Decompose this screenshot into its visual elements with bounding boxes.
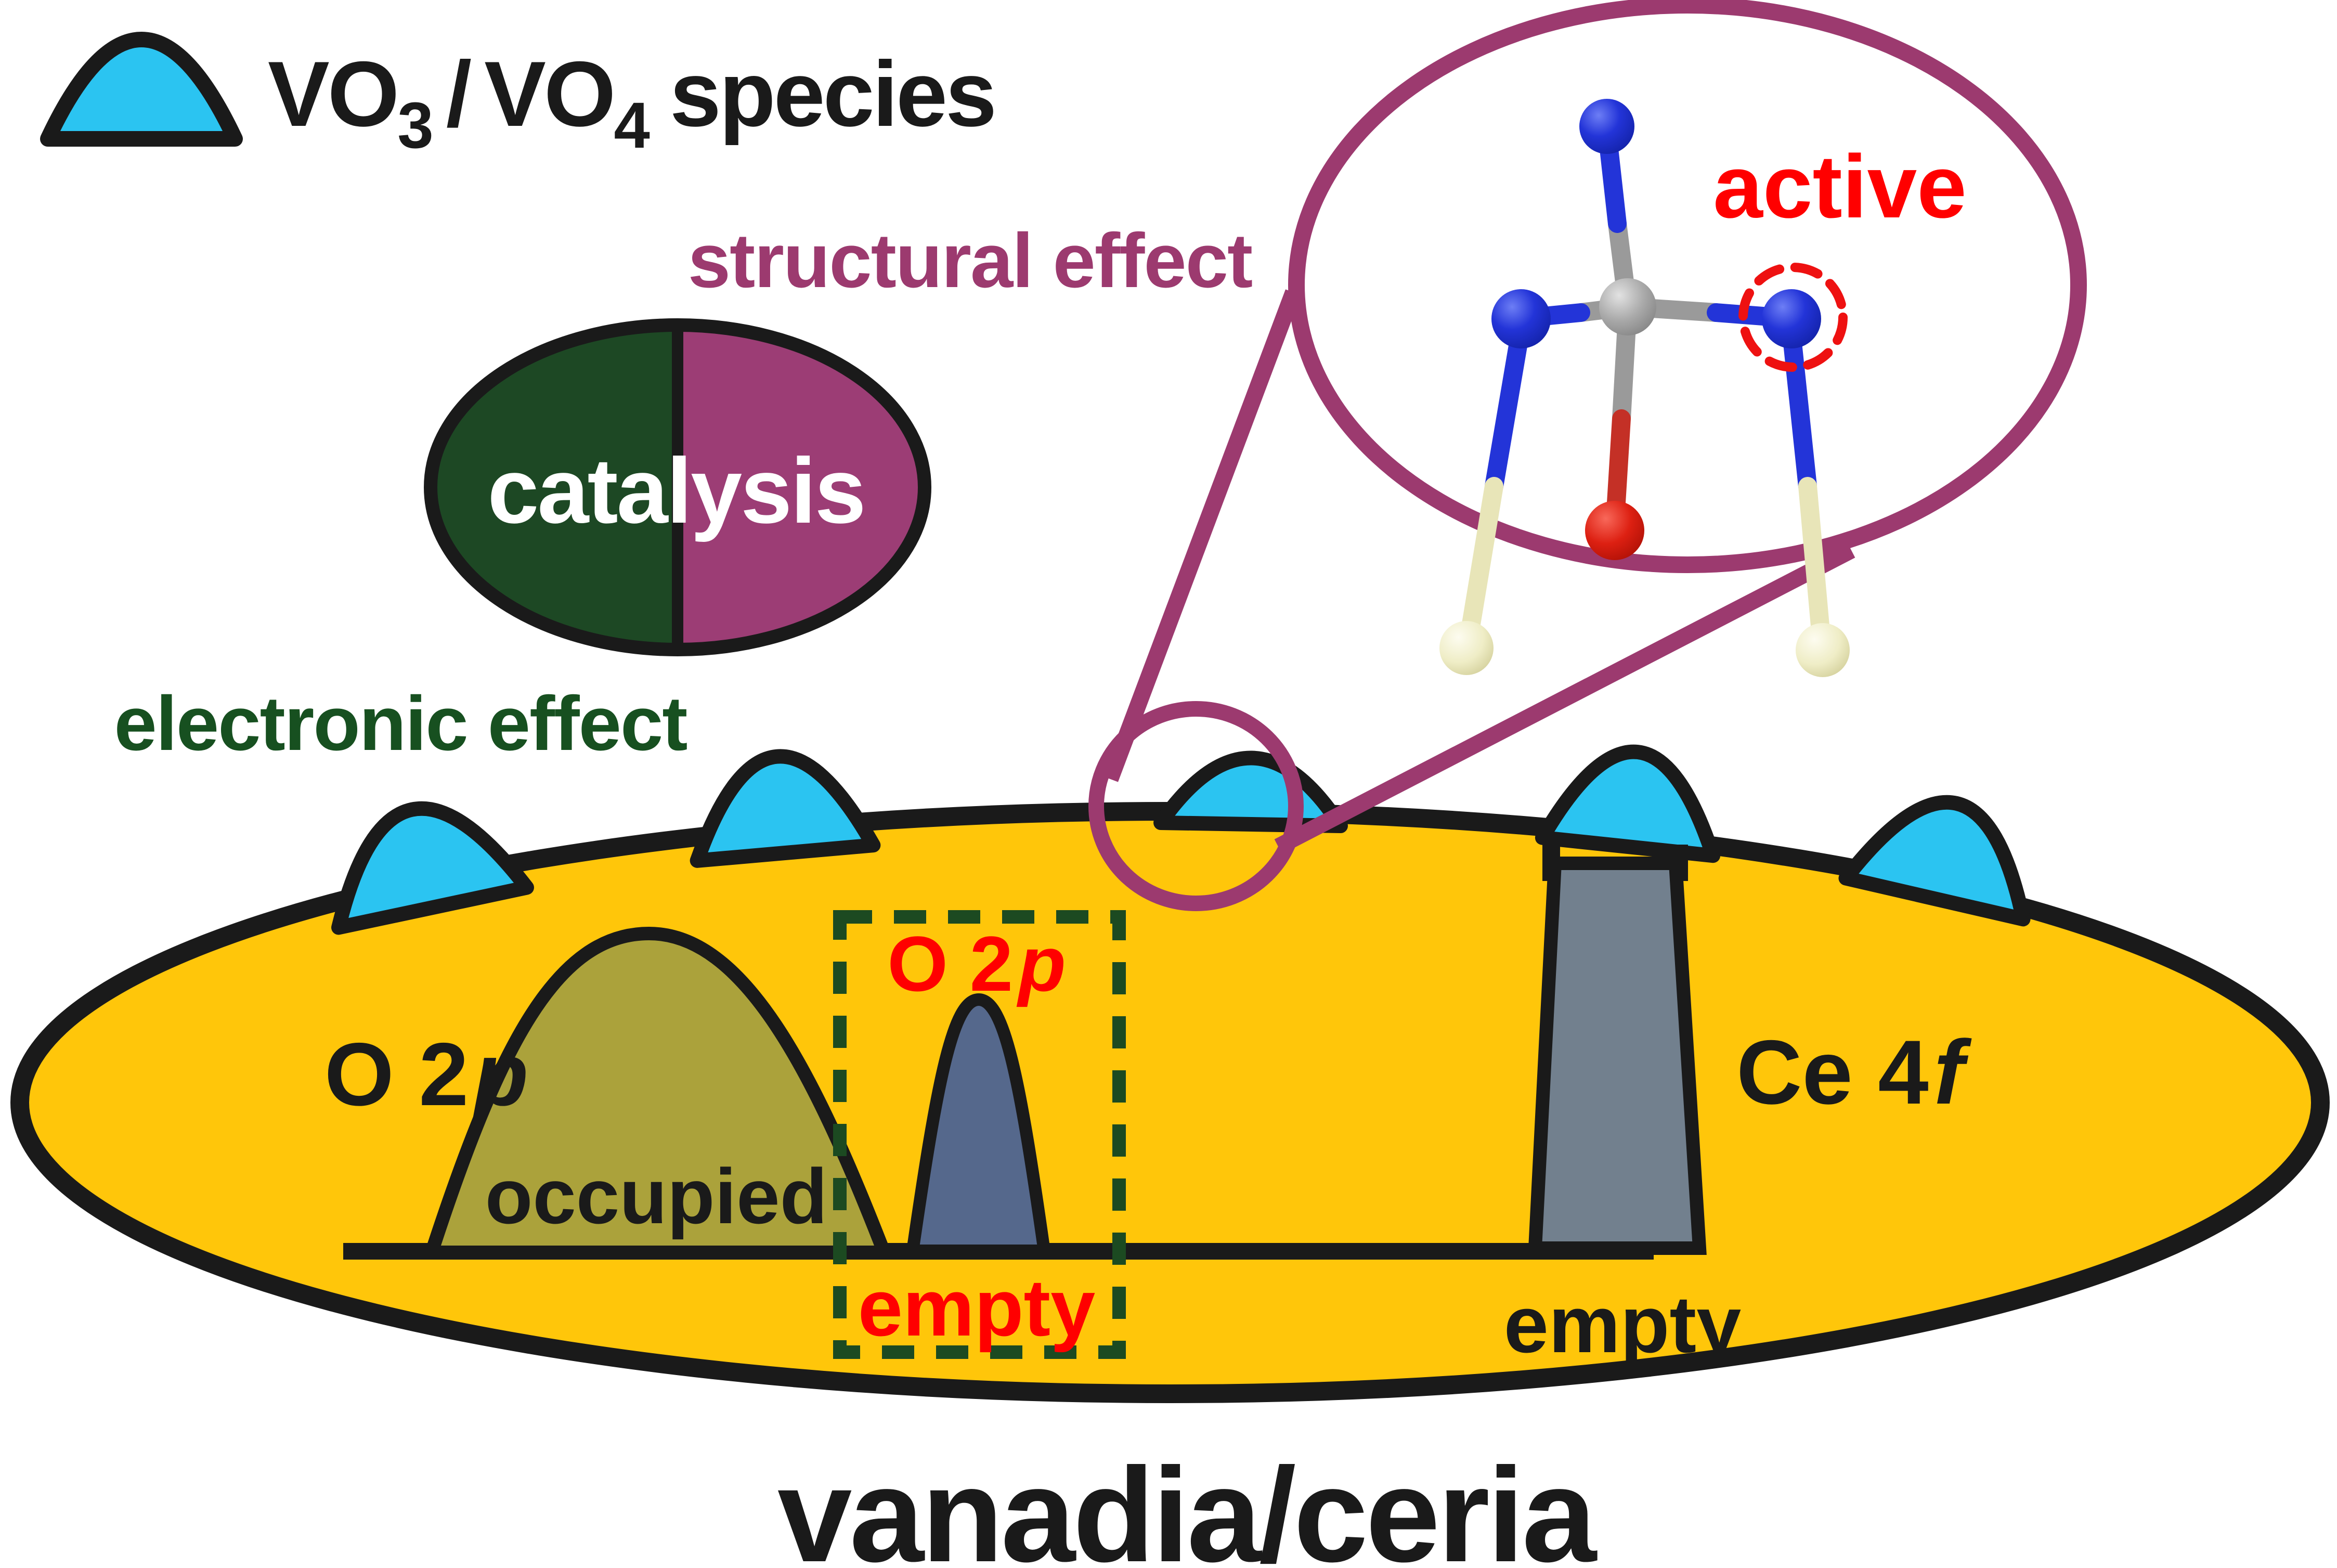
o2p-occupied-orbital-symbol: p xyxy=(472,1025,528,1124)
ce4f-orbital-label: Ce 4f xyxy=(1736,1022,1972,1123)
electronic-effect-label: electronic effect xyxy=(114,681,687,767)
catalysis-outline xyxy=(424,318,931,656)
o2p-empty-orbital-symbol: p xyxy=(1016,920,1066,1007)
dos-sketch: O 2p occupied O 2p empty Ce 4f empty xyxy=(324,845,1972,1369)
structural-effect-label: structural effect xyxy=(688,218,1252,304)
bond-oleft-ce-cream xyxy=(1458,477,1503,655)
legend-label: VO3/VO4 species xyxy=(268,42,995,162)
vo-species-dome-icon xyxy=(40,32,243,147)
active-label: active xyxy=(1713,137,1967,237)
catalysis-ellipse: catalysis xyxy=(424,318,931,656)
o2p-occupied-band xyxy=(425,927,891,1259)
vanadyl-oxygen-atom xyxy=(1585,501,1644,560)
magnifier-small-circle xyxy=(1088,701,1304,911)
cerium-atom-right xyxy=(1796,623,1850,677)
magnifier-line-right xyxy=(1274,542,1855,854)
bond-oright-ce-cream xyxy=(1798,477,1832,658)
vanadia-ceria-title: vanadia/ceria xyxy=(777,1440,1598,1568)
cerium-atom-left xyxy=(1439,621,1494,675)
magnifier-callout: active xyxy=(1088,0,2087,911)
o2p-occupied-orbital-label: O 2p xyxy=(324,1025,528,1124)
ce4f-empty-band xyxy=(1528,857,1707,1255)
legend-sub4: 4 xyxy=(614,89,650,162)
vo-molecule xyxy=(1439,99,1850,677)
catalysis-green-half xyxy=(431,325,678,650)
legend-vo3: VO xyxy=(268,42,397,146)
vo-dome-2 xyxy=(690,749,881,868)
vo-dome-1 xyxy=(331,801,534,935)
catalysis-label: catalysis xyxy=(487,439,864,542)
oxygen-atom-top xyxy=(1579,99,1634,154)
magnifier-bubble xyxy=(1288,0,2087,573)
ce4f-state-label: empty xyxy=(1504,1279,1742,1369)
catalysis-purple-half xyxy=(678,325,925,650)
legend-species: species xyxy=(670,42,995,146)
vanadium-atom xyxy=(1599,278,1656,335)
o2p-empty-orbital-label: O 2p xyxy=(887,920,1066,1007)
active-site-dashed-circle xyxy=(1738,263,1848,372)
oxygen-atom-left xyxy=(1491,289,1551,348)
vo-dome-5 xyxy=(1838,795,2031,927)
vo-dome-4 xyxy=(1535,744,1721,863)
legend-slash: / xyxy=(446,42,471,146)
o2p-occupied-state-label: occupied xyxy=(485,1152,827,1240)
o2p-empty-state-label: empty xyxy=(858,1263,1096,1353)
ce4f-orbital-text: Ce 4 xyxy=(1736,1022,1929,1123)
legend-vo4: VO xyxy=(484,42,614,146)
legend-sub3: 3 xyxy=(397,89,432,162)
o2p-empty-highlight-box xyxy=(833,910,1126,1359)
magnifier-line-left xyxy=(1102,289,1301,782)
oxygen-atom-active xyxy=(1762,289,1821,348)
o2p-empty-band xyxy=(906,993,1050,1257)
o2p-empty-orbital-text: O 2 xyxy=(887,920,1013,1007)
o2p-occupied-orbital-text: O 2 xyxy=(324,1025,469,1124)
